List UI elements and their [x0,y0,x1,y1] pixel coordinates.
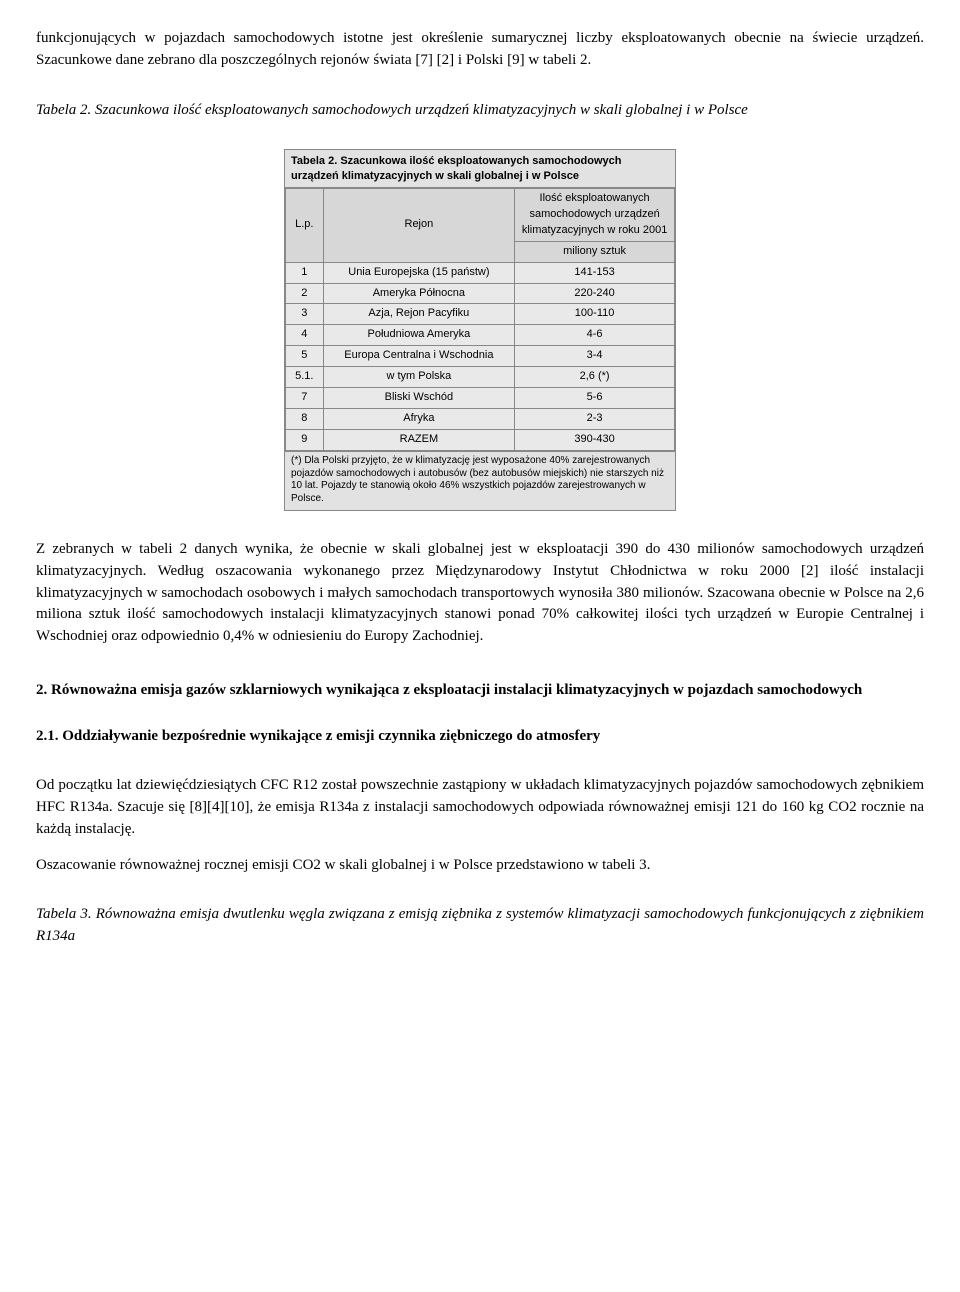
table2-inner-title: Tabela 2. Szacunkowa ilość eksploatowany… [285,150,675,188]
table-cell: 7 [286,388,324,409]
table-cell: 220-240 [515,283,675,304]
table-cell: 2,6 (*) [515,367,675,388]
table2-footnote: (*) Dla Polski przyjęto, że w klimatyzac… [285,451,675,510]
table-cell: 390-430 [515,430,675,451]
table2-h-lp: L.p. [286,188,324,262]
table3-caption: Tabela 3. Równoważna emisja dwutlenku wę… [36,904,924,948]
table-cell: Bliski Wschód [323,388,515,409]
table-row: 3Azja, Rejon Pacyfiku100-110 [286,304,675,325]
section-2-heading: 2. Równoważna emisja gazów szklarniowych… [36,680,924,702]
table-row: 5.1.w tym Polska2,6 (*) [286,367,675,388]
table2-h-val1: Ilość eksploatowanych samochodowych urzą… [515,188,675,241]
table2-h-rejon: Rejon [323,188,515,262]
table-cell: 4-6 [515,325,675,346]
table-row: 5Europa Centralna i Wschodnia3-4 [286,346,675,367]
table-cell: 5.1. [286,367,324,388]
table2-header-row: L.p. Rejon Ilość eksploatowanych samocho… [286,188,675,241]
table-row: 4Południowa Ameryka4-6 [286,325,675,346]
table-cell: RAZEM [323,430,515,451]
table-cell: 141-153 [515,262,675,283]
table-cell: 3 [286,304,324,325]
section-2-1-heading: 2.1. Oddziaływanie bezpośrednie wynikają… [36,726,924,748]
table-cell: Europa Centralna i Wschodnia [323,346,515,367]
table-cell: 2 [286,283,324,304]
table-cell: 2-3 [515,409,675,430]
paragraph-r134a: Od początku lat dziewięćdziesiątych CFC … [36,775,924,840]
table2-caption: Tabela 2. Szacunkowa ilość eksploatowany… [36,100,924,122]
table2-container: Tabela 2. Szacunkowa ilość eksploatowany… [36,149,924,511]
intro-paragraph: funkcjonujących w pojazdach samochodowyc… [36,28,924,72]
table-cell: 100-110 [515,304,675,325]
table-row: 7Bliski Wschód5-6 [286,388,675,409]
table-row: 1Unia Europejska (15 państw)141-153 [286,262,675,283]
table-cell: Południowa Ameryka [323,325,515,346]
table-cell: 1 [286,262,324,283]
paragraph-after-table2: Z zebranych w tabeli 2 danych wynika, że… [36,539,924,648]
table-row: 9RAZEM390-430 [286,430,675,451]
table-cell: w tym Polska [323,367,515,388]
table-cell: 5-6 [515,388,675,409]
table-cell: Afryka [323,409,515,430]
table-cell: 4 [286,325,324,346]
table2-grid: L.p. Rejon Ilość eksploatowanych samocho… [285,188,675,451]
table-cell: 5 [286,346,324,367]
table-cell: 8 [286,409,324,430]
table-cell: Ameryka Północna [323,283,515,304]
table-cell: Unia Europejska (15 państw) [323,262,515,283]
table-row: 2Ameryka Północna220-240 [286,283,675,304]
table-cell: Azja, Rejon Pacyfiku [323,304,515,325]
table2-h-val2: miliony sztuk [515,241,675,262]
table-cell: 3-4 [515,346,675,367]
paragraph-table3-intro: Oszacowanie równoważnej rocznej emisji C… [36,855,924,877]
table2: Tabela 2. Szacunkowa ilość eksploatowany… [284,149,676,511]
table-cell: 9 [286,430,324,451]
table-row: 8Afryka2-3 [286,409,675,430]
